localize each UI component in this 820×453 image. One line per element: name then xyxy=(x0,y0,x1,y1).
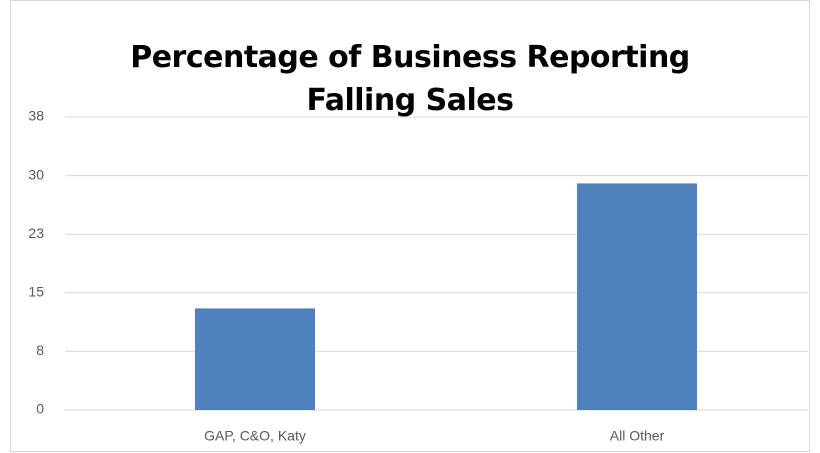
bar xyxy=(577,183,697,410)
y-tick-label: 30 xyxy=(28,166,44,182)
y-tick-label: 38 xyxy=(28,108,44,124)
x-tick-label: GAP, C&O, Katy xyxy=(204,428,306,444)
bar xyxy=(195,308,315,410)
chart-border xyxy=(10,0,810,452)
y-tick-label: 23 xyxy=(28,225,44,241)
chart-title: Percentage of Business Reporting Falling… xyxy=(130,40,690,118)
x-tick-label: All Other xyxy=(610,428,665,444)
y-tick-label: 8 xyxy=(36,342,44,358)
y-tick-label: 15 xyxy=(28,284,44,300)
y-tick-label: 0 xyxy=(36,401,44,417)
